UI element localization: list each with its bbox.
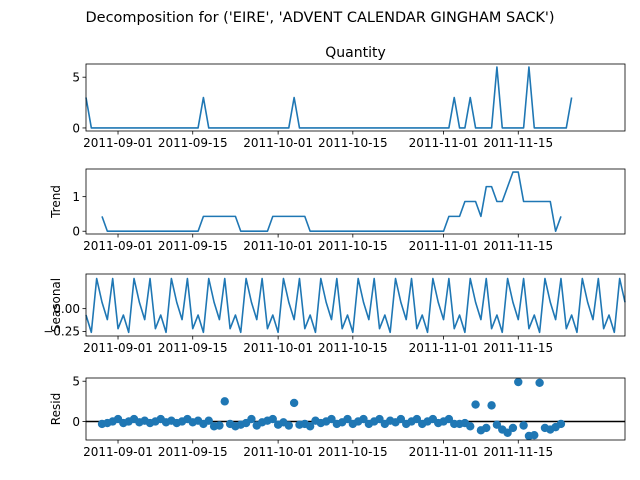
x-tick-label: 2011-11-15 <box>483 341 553 355</box>
resid-point <box>204 416 213 425</box>
resid-point <box>396 414 406 424</box>
x-tick-label: 2011-11-01 <box>409 136 479 150</box>
y-tick-label: 1 <box>72 190 80 204</box>
axes-frame <box>85 63 626 132</box>
observed-line <box>85 66 573 129</box>
resid-point <box>375 414 384 424</box>
x-tick-label: 2011-10-15 <box>318 445 388 459</box>
panels: Quantity 0 5 2011-09-01 2011-09-15 2011-10-01… <box>43 45 626 459</box>
y-tick-label: 0 <box>72 225 80 239</box>
y-tick-label: −0.25 <box>43 325 80 339</box>
x-tick-label: 2011-11-15 <box>483 445 553 459</box>
x-tick-label: 2011-09-15 <box>158 341 228 355</box>
axes-frame <box>85 377 626 441</box>
y-tick-label: 0.00 <box>53 302 80 316</box>
resid-point <box>289 398 299 408</box>
panel-resid: Resid 0 5 2011-09-01 2011-09-15 2011-10-01 201… <box>49 375 626 459</box>
x-tick-label: 2011-09-15 <box>158 239 228 253</box>
resid-point <box>412 414 422 424</box>
resid-point <box>220 397 229 406</box>
y-axis-label: Resid <box>49 393 63 425</box>
y-tick-label: 5 <box>72 70 80 84</box>
x-tick-label: 2011-09-01 <box>83 341 153 355</box>
resid-point <box>482 423 491 433</box>
y-axis-label: Seasonal <box>49 278 63 332</box>
x-tick-label: 2011-10-01 <box>243 136 313 150</box>
x-tick-label: 2011-09-15 <box>158 136 228 150</box>
x-tick-label: 2011-10-15 <box>318 239 388 253</box>
resid-point <box>514 377 523 387</box>
panel-title: Quantity <box>325 45 386 61</box>
resid-point <box>492 420 502 429</box>
trend-line <box>101 171 562 233</box>
y-tick-label: 0 <box>72 415 80 429</box>
panel-observed: Quantity 0 5 2011-09-01 2011-09-15 2011-10-01… <box>72 45 626 150</box>
resid-point <box>268 414 277 424</box>
resid-point <box>444 414 454 424</box>
resid-point <box>284 421 293 430</box>
x-tick-label: 2011-10-01 <box>243 445 313 459</box>
resid-point <box>327 414 336 424</box>
x-tick-label: 2011-11-15 <box>483 136 553 150</box>
axes-frame <box>85 273 626 337</box>
x-tick-label: 2011-10-01 <box>243 341 313 355</box>
x-tick-label: 2011-10-15 <box>318 136 388 150</box>
x-tick-label: 2011-11-01 <box>409 445 479 459</box>
resid-point <box>519 421 528 430</box>
resid-point <box>487 401 496 410</box>
resid-point <box>247 414 256 424</box>
x-tick-label: 2011-09-15 <box>158 445 228 459</box>
x-tick-label: 2011-11-01 <box>409 341 479 355</box>
resid-point <box>215 421 224 430</box>
resid-point <box>359 414 368 424</box>
x-tick-label: 2011-10-01 <box>243 239 313 253</box>
resid-point <box>343 414 352 424</box>
resid-point <box>305 422 315 431</box>
y-tick-label: 0 <box>72 121 80 135</box>
resid-point <box>471 400 480 409</box>
panel-trend: Trend 0 1 2011-09-01 2011-09-15 2011-10-01 201… <box>49 168 626 253</box>
resid-point <box>466 422 475 431</box>
seasonal-line <box>85 277 626 334</box>
y-axis-label: Trend <box>49 185 63 219</box>
x-tick-label: 2011-11-15 <box>483 239 553 253</box>
x-tick-label: 2011-09-01 <box>83 445 153 459</box>
resid-point <box>556 419 566 429</box>
figure-title: Decomposition for ('EIRE', 'ADVENT CALEN… <box>86 10 555 26</box>
x-tick-label: 2011-09-01 <box>83 239 153 253</box>
x-tick-label: 2011-11-01 <box>409 239 479 253</box>
resid-point <box>503 428 512 437</box>
y-tick-label: 5 <box>72 375 80 389</box>
resid-point <box>508 423 518 433</box>
resid-point <box>530 430 539 440</box>
x-tick-label: 2011-09-01 <box>83 136 153 150</box>
axes-frame <box>85 168 626 235</box>
x-tick-label: 2011-10-15 <box>318 341 388 355</box>
resid-point <box>535 378 544 388</box>
